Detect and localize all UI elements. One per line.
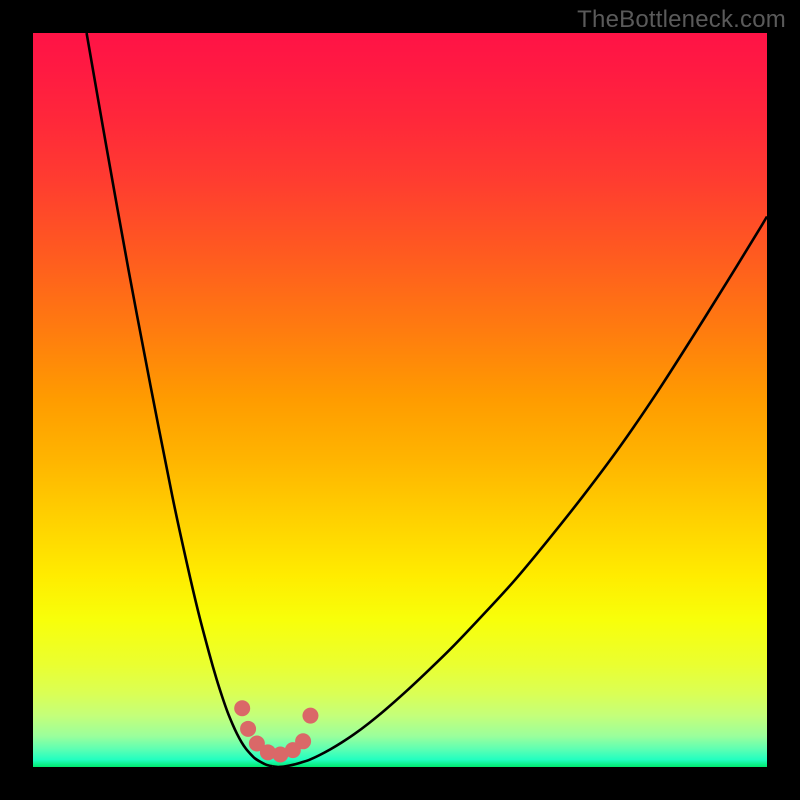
chart-container: TheBottleneck.com — [0, 0, 800, 800]
plot-area — [33, 33, 767, 767]
curve-markers — [33, 33, 767, 767]
curve-marker — [240, 721, 256, 737]
watermark-text: TheBottleneck.com — [577, 6, 786, 34]
curve-marker — [234, 700, 250, 716]
curve-marker — [295, 733, 311, 749]
curve-marker — [302, 708, 318, 724]
